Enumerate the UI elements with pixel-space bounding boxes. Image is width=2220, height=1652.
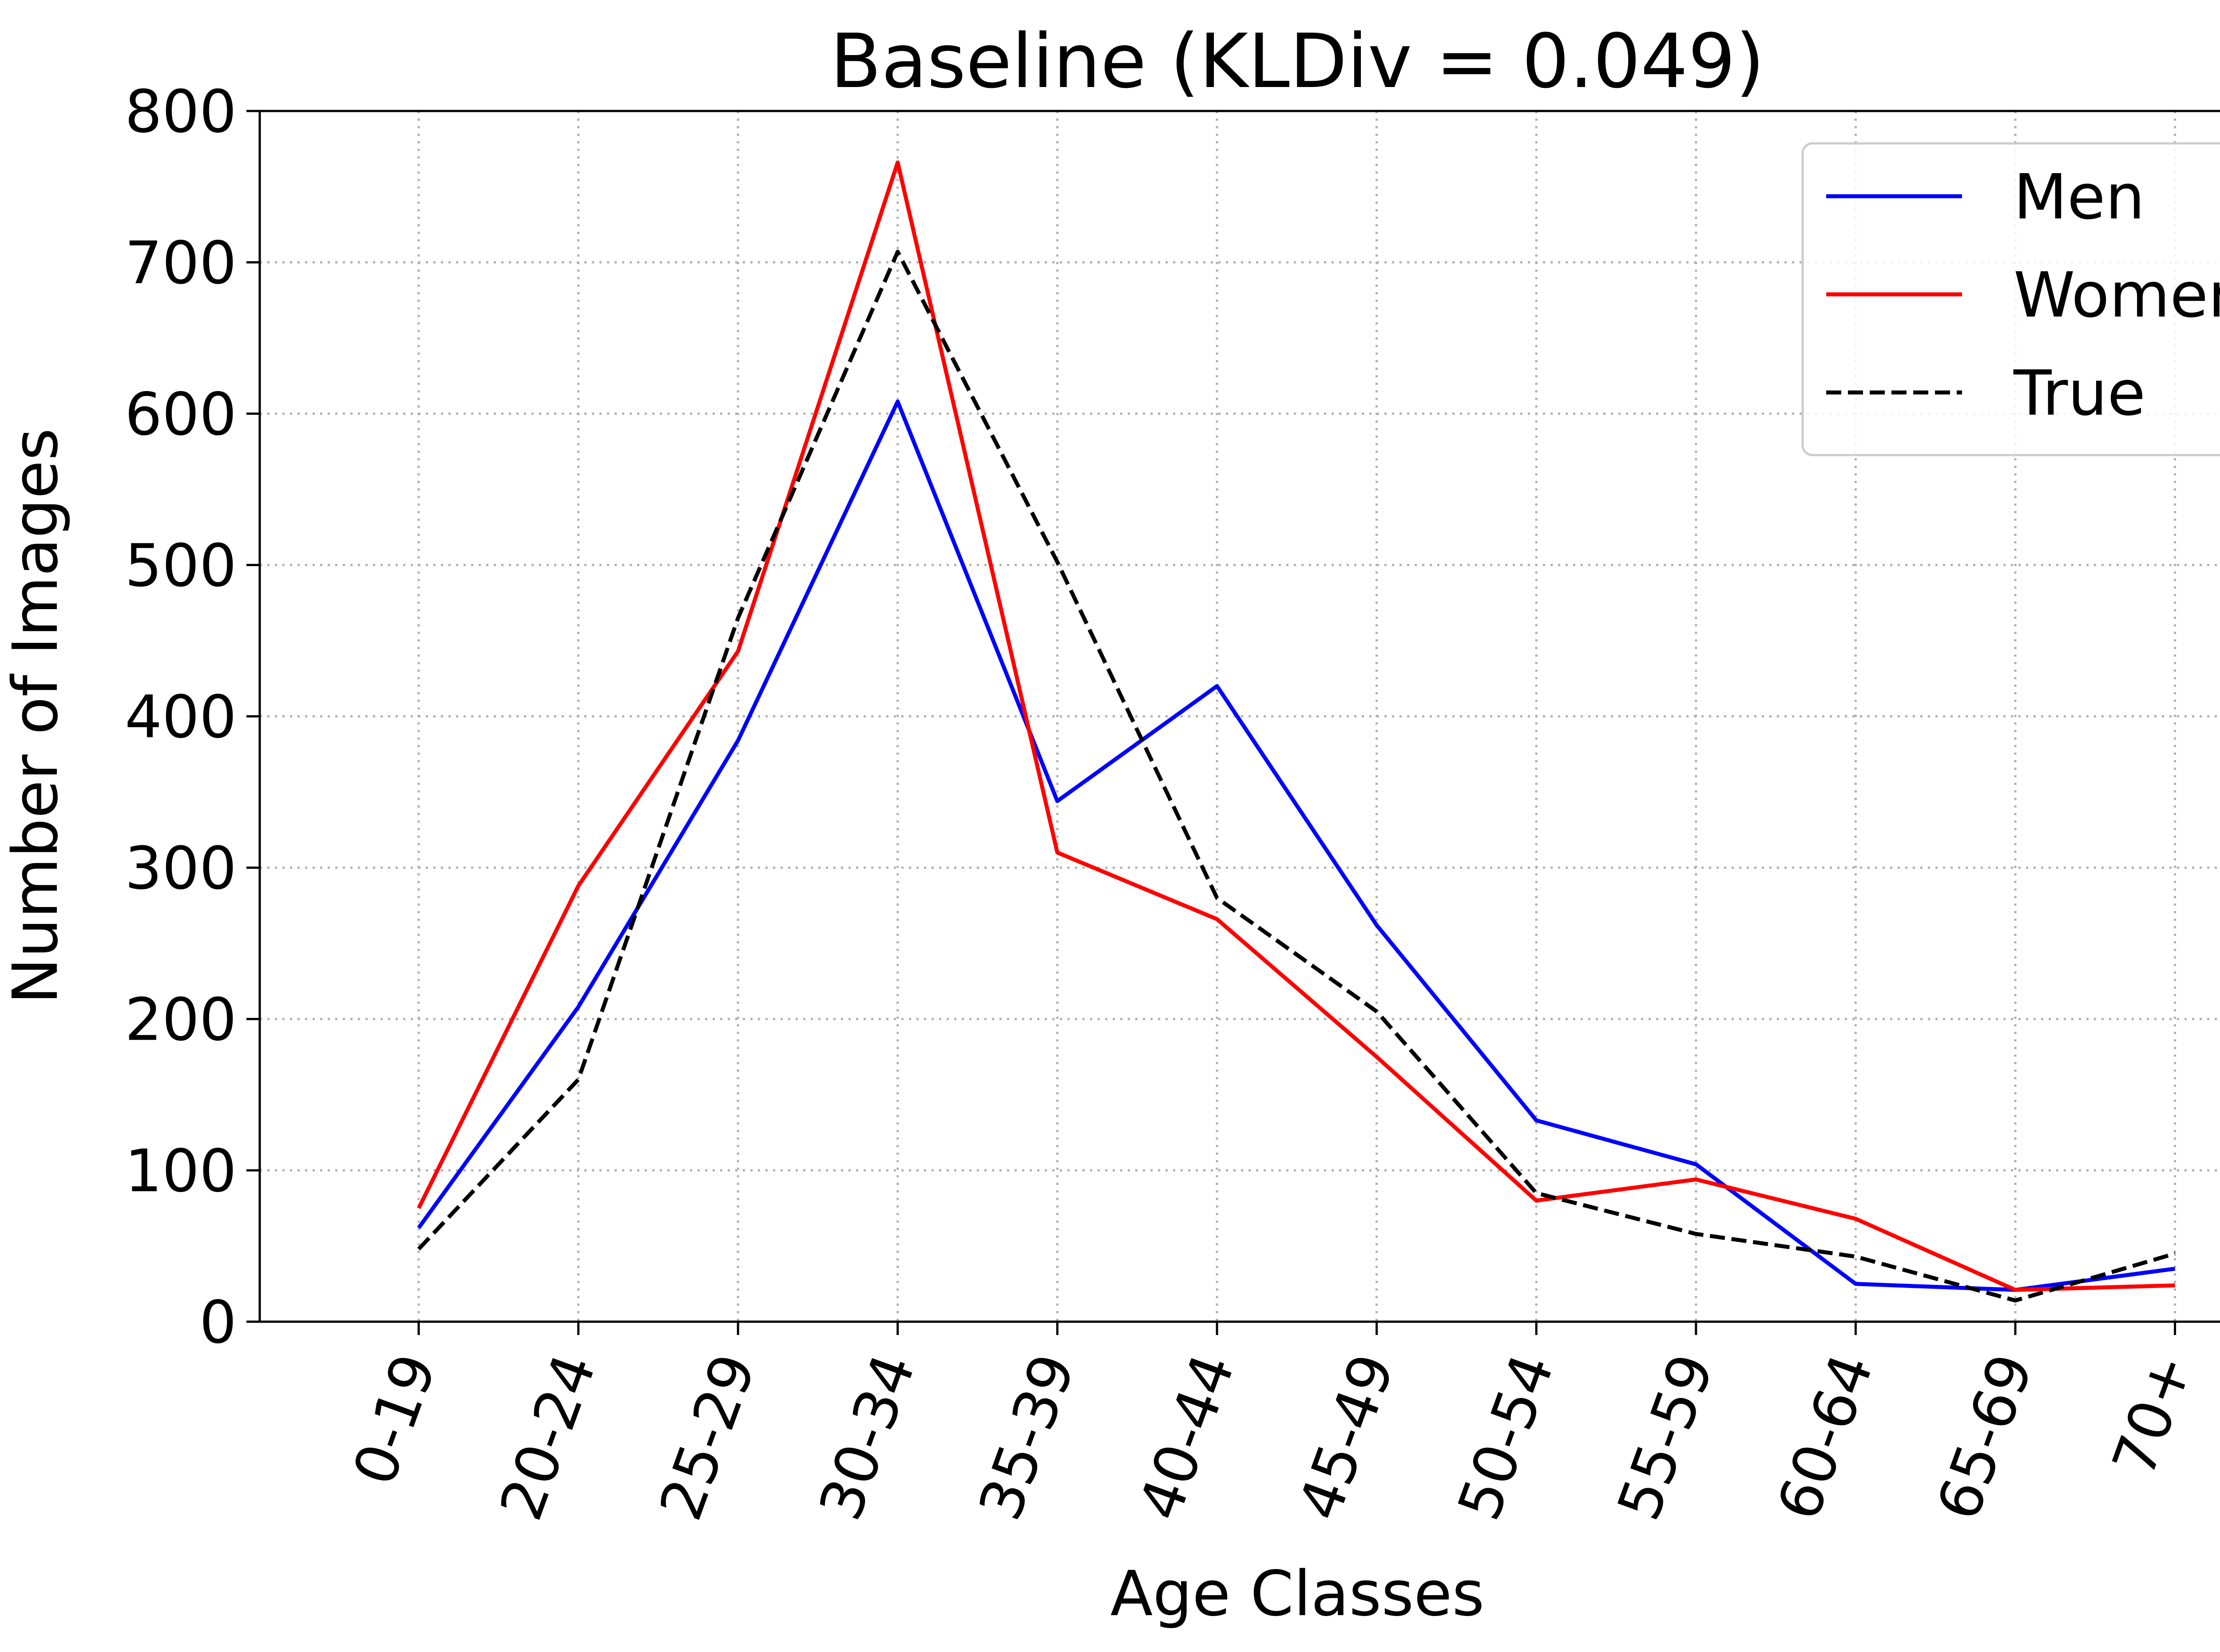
legend: Men Women True [1801, 142, 2220, 456]
y-tick-label: 400 [125, 683, 237, 752]
legend-label: Women [2014, 259, 2220, 332]
series-lines [416, 160, 2176, 1303]
x-axis-label: Age Classes [1110, 1558, 1485, 1630]
x-tick-label: 20-24 [487, 1345, 610, 1529]
legend-label: True [2013, 357, 2145, 430]
y-tick-label: 700 [125, 229, 237, 297]
x-tick-label: 70+ [2100, 1345, 2206, 1485]
x-axis-ticks: 0-19 20-24 25-29 30-34 35-39 40-44 45-49 50-54 5… [340, 1322, 2206, 1529]
y-tick-label: 100 [125, 1137, 237, 1205]
y-tick-label: 500 [125, 532, 237, 600]
x-tick-label: 60-64 [1764, 1345, 1887, 1529]
x-tick-label: 65-69 [1924, 1345, 2046, 1529]
y-tick-label: 0 [199, 1288, 237, 1357]
y-tick-label: 200 [125, 986, 237, 1054]
y-tick-label: 300 [125, 834, 237, 903]
chart-title: Baseline (KLDiv = 0.049) [830, 18, 1765, 105]
legend-box [1801, 142, 2220, 456]
y-axis-label: Number of Images [0, 428, 72, 1004]
series-line-men [417, 400, 2176, 1292]
x-tick-label: 30-34 [806, 1345, 929, 1529]
x-tick-label: 40-44 [1126, 1345, 1248, 1529]
series-line-true [417, 250, 2176, 1303]
x-tick-label: 0-19 [340, 1345, 450, 1494]
y-axis-ticks: 0 100 200 300 400 500 600 700 800 [125, 78, 260, 1357]
x-tick-label: 25-29 [646, 1345, 769, 1529]
x-tick-label: 50-54 [1445, 1345, 1567, 1529]
legend-label: Men [2014, 161, 2145, 234]
x-tick-label: 35-39 [966, 1345, 1089, 1529]
y-tick-label: 800 [125, 78, 237, 146]
x-tick-label: 55-59 [1605, 1345, 1727, 1529]
x-tick-label: 45-49 [1285, 1345, 1408, 1529]
y-tick-label: 600 [125, 380, 237, 449]
